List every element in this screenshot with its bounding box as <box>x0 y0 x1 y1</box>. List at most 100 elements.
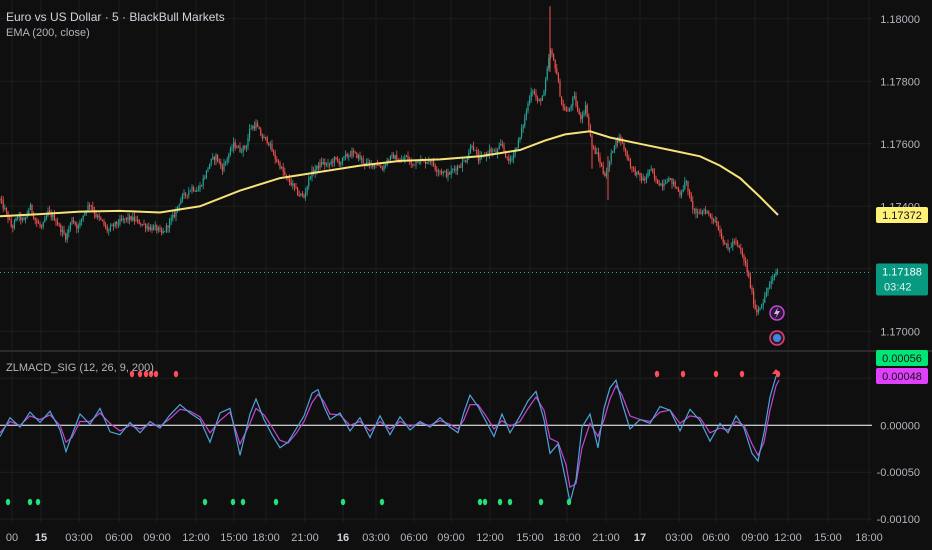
candle[interactable] <box>623 142 625 149</box>
candle[interactable] <box>666 181 668 184</box>
candle[interactable] <box>655 177 657 180</box>
candle[interactable] <box>151 227 153 231</box>
candle[interactable] <box>173 214 175 217</box>
gear-icon[interactable] <box>769 330 785 346</box>
candle[interactable] <box>532 91 534 93</box>
indicator-pane[interactable] <box>0 369 872 506</box>
candle[interactable] <box>553 54 555 61</box>
candle[interactable] <box>743 255 745 261</box>
candle[interactable] <box>12 226 14 228</box>
sell-signal-dot[interactable] <box>713 370 719 378</box>
candle[interactable] <box>586 105 588 117</box>
candle[interactable] <box>265 136 267 138</box>
candle[interactable] <box>71 220 73 223</box>
candle[interactable] <box>357 155 359 158</box>
candle[interactable] <box>341 157 343 163</box>
candle[interactable] <box>508 157 510 162</box>
candle[interactable] <box>130 216 132 221</box>
candle[interactable] <box>634 168 636 175</box>
candle[interactable] <box>77 225 79 229</box>
candle[interactable] <box>756 309 758 313</box>
candle[interactable] <box>359 155 361 160</box>
candle[interactable] <box>527 103 529 112</box>
candle[interactable] <box>548 58 550 69</box>
candle[interactable] <box>525 111 527 117</box>
candle[interactable] <box>509 158 511 162</box>
sell-signal-dot[interactable] <box>137 370 143 378</box>
sell-signal-dot[interactable] <box>148 370 154 378</box>
candle[interactable] <box>10 219 12 227</box>
candle[interactable] <box>765 292 767 296</box>
candle[interactable] <box>442 171 444 174</box>
candle[interactable] <box>541 96 543 101</box>
candle[interactable] <box>602 166 604 174</box>
candle[interactable] <box>284 171 286 175</box>
candle[interactable] <box>146 226 148 229</box>
candle[interactable] <box>138 219 140 225</box>
candle[interactable] <box>517 139 519 149</box>
candle[interactable] <box>148 226 150 230</box>
candle[interactable] <box>244 146 246 149</box>
candle[interactable] <box>365 162 367 165</box>
candle[interactable] <box>66 232 68 240</box>
candle[interactable] <box>223 163 225 171</box>
candle[interactable] <box>546 68 548 81</box>
candle[interactable] <box>402 159 404 161</box>
candle[interactable] <box>452 169 454 171</box>
candle[interactable] <box>74 222 76 225</box>
candle[interactable] <box>679 191 681 196</box>
candle[interactable] <box>52 214 54 218</box>
candle[interactable] <box>461 161 463 168</box>
candle[interactable] <box>405 155 407 158</box>
buy-signal-dot[interactable] <box>538 498 544 506</box>
candle[interactable] <box>479 155 481 161</box>
candle[interactable] <box>444 171 446 173</box>
candle[interactable] <box>573 95 575 98</box>
candle[interactable] <box>0 199 1 200</box>
candle[interactable] <box>157 228 159 231</box>
candle[interactable] <box>668 178 670 182</box>
candle[interactable] <box>81 218 83 222</box>
candle[interactable] <box>145 224 147 229</box>
candle[interactable] <box>233 142 235 149</box>
candle[interactable] <box>295 186 297 188</box>
candle[interactable] <box>301 194 303 196</box>
candle[interactable] <box>125 217 127 220</box>
candle[interactable] <box>103 220 105 226</box>
candle[interactable] <box>524 116 526 126</box>
candle[interactable] <box>505 150 507 158</box>
candle[interactable] <box>13 221 15 228</box>
candle[interactable] <box>308 177 310 187</box>
candle[interactable] <box>492 150 494 152</box>
candle[interactable] <box>23 218 25 220</box>
candle[interactable] <box>676 186 678 189</box>
candle[interactable] <box>429 161 431 162</box>
candle[interactable] <box>111 224 113 227</box>
candle[interactable] <box>274 153 276 160</box>
symbol-title[interactable]: Euro vs US Dollar · 5 · BlackBull Market… <box>6 10 225 24</box>
candle[interactable] <box>332 161 334 163</box>
candle[interactable] <box>709 213 711 217</box>
candle[interactable] <box>585 105 587 113</box>
candle[interactable] <box>28 210 30 215</box>
candle[interactable] <box>253 126 255 129</box>
candle[interactable] <box>201 185 203 187</box>
candle[interactable] <box>567 110 569 112</box>
candle[interactable] <box>180 199 182 205</box>
candle[interactable] <box>317 165 319 169</box>
candle[interactable] <box>700 212 702 214</box>
candle[interactable] <box>293 183 295 187</box>
candle[interactable] <box>701 210 703 214</box>
candle[interactable] <box>197 189 199 192</box>
candle[interactable] <box>178 204 180 207</box>
candle[interactable] <box>551 50 553 55</box>
candle[interactable] <box>316 165 318 170</box>
candle[interactable] <box>292 183 294 186</box>
buy-signal-dot[interactable] <box>5 498 11 506</box>
candle[interactable] <box>570 105 572 109</box>
candle[interactable] <box>228 154 230 159</box>
candle[interactable] <box>418 162 420 164</box>
candle[interactable] <box>122 218 124 221</box>
candle[interactable] <box>84 211 86 216</box>
candle[interactable] <box>714 221 716 222</box>
